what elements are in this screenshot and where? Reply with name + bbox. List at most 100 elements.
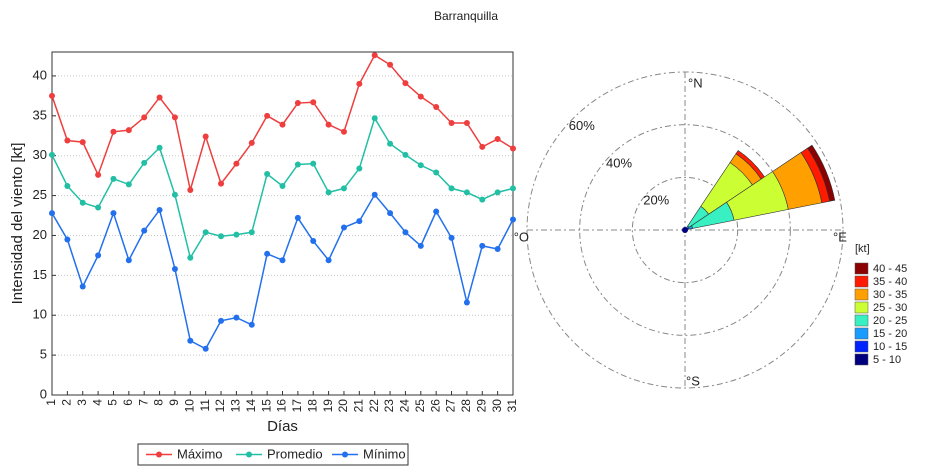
data-point — [294, 161, 301, 168]
y-tick-label: 5 — [40, 347, 47, 362]
data-point — [248, 139, 255, 146]
x-tick-label: 23 — [382, 399, 396, 413]
legend-swatch — [854, 262, 869, 275]
data-point — [463, 299, 470, 306]
data-point — [64, 236, 71, 243]
data-point — [248, 321, 255, 328]
data-point — [218, 180, 225, 187]
x-tick-label: 13 — [229, 399, 243, 413]
x-tick-label: 21 — [352, 399, 366, 413]
data-point — [264, 250, 271, 257]
x-tick-label: 26 — [428, 399, 442, 413]
rose-center — [682, 227, 688, 233]
legend-marker — [246, 451, 252, 458]
x-tick-label: 8 — [152, 399, 166, 406]
legend-title: [kt] — [855, 243, 870, 255]
legend-swatch — [854, 301, 869, 314]
x-tick-label: 15 — [259, 399, 273, 413]
data-point — [125, 181, 132, 188]
legend-swatch — [854, 353, 869, 366]
data-point — [510, 216, 516, 223]
legend-label: Mínimo — [363, 446, 406, 461]
legend-label: 10 - 15 — [873, 341, 907, 353]
data-point — [95, 204, 102, 211]
data-point — [110, 128, 117, 135]
data-point — [340, 128, 347, 135]
data-point — [279, 183, 286, 190]
rose-segment — [807, 144, 836, 202]
data-point — [171, 114, 178, 121]
data-point — [233, 231, 240, 238]
x-tick-label: 28 — [459, 399, 473, 413]
ring-label: 60% — [569, 118, 595, 133]
data-point — [479, 196, 486, 203]
data-point — [187, 186, 194, 193]
data-point — [79, 139, 86, 146]
data-point — [79, 199, 86, 206]
data-point — [494, 135, 501, 142]
data-point — [448, 185, 455, 192]
data-point — [448, 234, 455, 241]
data-point — [433, 169, 440, 176]
data-point — [402, 80, 409, 87]
x-tick-label: 7 — [136, 399, 150, 406]
legend-label: Promedio — [267, 446, 323, 461]
legend-swatch — [854, 275, 869, 288]
direction-label: °E — [833, 229, 847, 244]
series-line — [51, 193, 514, 350]
data-point — [417, 242, 424, 249]
data-point — [387, 140, 394, 147]
data-point — [264, 171, 271, 178]
data-point — [356, 218, 363, 225]
data-point — [433, 208, 440, 215]
x-tick-label: 9 — [167, 399, 181, 406]
data-point — [310, 238, 317, 245]
direction-label: °O — [514, 229, 529, 244]
legend-label: 40 - 45 — [873, 263, 907, 275]
data-point — [463, 119, 470, 126]
legend-label: 25 - 30 — [873, 302, 907, 314]
data-point — [95, 171, 102, 178]
x-tick-label: 30 — [490, 399, 504, 413]
data-point — [279, 257, 286, 264]
data-point — [294, 100, 301, 107]
data-point — [325, 189, 332, 196]
ring-label: 40% — [606, 155, 632, 170]
x-tick-label: 24 — [398, 399, 412, 413]
data-point — [141, 159, 148, 166]
data-point — [417, 162, 424, 169]
y-tick-label: 20 — [33, 227, 47, 242]
data-point — [141, 227, 148, 234]
data-point — [264, 112, 271, 119]
data-point — [110, 210, 117, 217]
data-point — [479, 143, 486, 150]
data-point — [64, 137, 71, 144]
x-tick-label: 22 — [367, 399, 381, 413]
x-axis-label: Días — [267, 418, 298, 435]
data-point — [371, 191, 378, 198]
x-tick-label: 11 — [198, 399, 212, 412]
x-tick-label: 25 — [413, 399, 427, 413]
data-point — [479, 242, 486, 249]
direction-label: °S — [686, 373, 700, 388]
data-point — [325, 121, 332, 128]
data-point — [156, 206, 163, 213]
data-point — [49, 210, 55, 217]
legend-swatch — [854, 314, 869, 327]
x-tick-label: 3 — [75, 399, 89, 406]
legend-label: 15 - 20 — [873, 328, 907, 340]
data-point — [279, 121, 286, 128]
x-tick-label: 2 — [60, 399, 74, 406]
data-point — [171, 191, 178, 198]
data-point — [156, 94, 163, 101]
data-point — [417, 93, 424, 100]
y-tick-label: 0 — [40, 386, 47, 401]
x-tick-label: 31 — [505, 399, 519, 413]
data-point — [141, 114, 148, 121]
x-tick-label: 1 — [44, 399, 58, 406]
legend-swatch — [854, 288, 869, 301]
data-point — [64, 183, 71, 190]
x-tick-label: 5 — [106, 399, 120, 406]
data-point — [110, 175, 117, 182]
y-tick-label: 15 — [33, 267, 47, 282]
